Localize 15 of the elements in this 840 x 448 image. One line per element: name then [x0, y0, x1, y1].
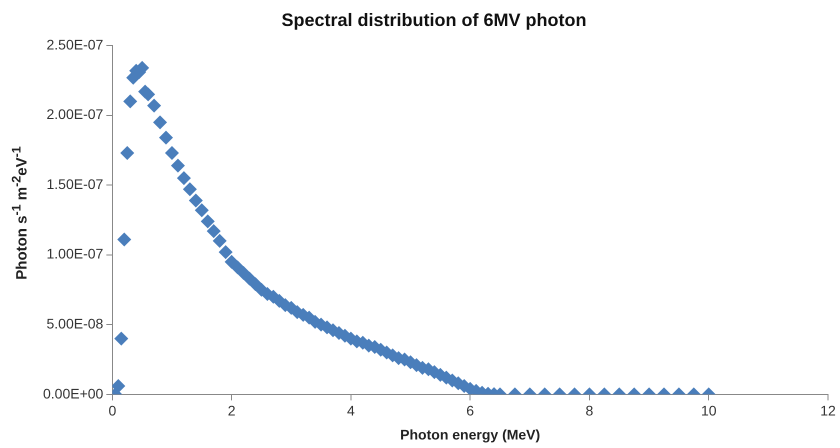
x-tick-label: 0: [108, 402, 116, 419]
x-tick-label: 8: [586, 402, 594, 419]
x-tick-label: 4: [346, 402, 355, 419]
y-tick-label: 1.50E-07: [46, 176, 104, 192]
x-tick-label: 2: [228, 402, 236, 419]
x-tick-label: 6: [466, 402, 474, 419]
x-axis-title: Photon energy (MeV): [400, 426, 540, 442]
x-tick-label: 10: [700, 402, 717, 419]
y-tick-label: 2.00E-07: [46, 106, 104, 122]
y-tick-label: 2.50E-07: [46, 36, 104, 52]
y-tick-label: 0.00E+00: [42, 385, 104, 402]
y-tick-label: 1.00E-07: [46, 246, 104, 262]
y-tick-label: 5.00E-08: [46, 316, 104, 332]
x-tick-label: 12: [820, 402, 836, 419]
chart-title: Spectral distribution of 6MV photon: [282, 10, 586, 30]
